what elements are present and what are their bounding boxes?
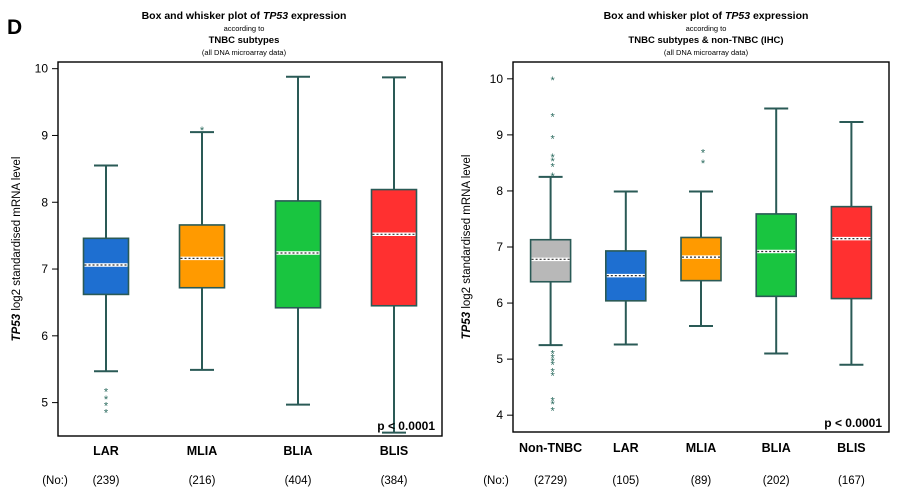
group-count: (2729) (534, 475, 567, 487)
y-tick-label: 5 (496, 352, 503, 366)
outlier-point: * (550, 370, 555, 382)
box-group-blia (755, 107, 798, 355)
outlier-point: * (104, 394, 109, 406)
chart-title-gene: TP53 (725, 10, 750, 22)
outlier-point: * (104, 401, 109, 413)
category-label: BLIS (380, 444, 408, 458)
y-tick-label: 9 (496, 128, 503, 142)
chart-note: (all DNA microarray data) (202, 48, 287, 57)
group-count: (105) (612, 475, 639, 487)
p-value-label: p < 0.0001 (377, 419, 435, 433)
y-axis-label: TP53 log2 standardised mRNA level (11, 157, 23, 342)
outlier-point: * (550, 134, 555, 146)
group-count: (384) (381, 475, 408, 487)
outlier-point: * (550, 111, 555, 123)
right-boxplot-panel: Box and whisker plot of TP53 expression a… (461, 10, 890, 487)
outlier-point: * (550, 360, 555, 372)
chart-title-gene: TP53 (263, 10, 288, 22)
chart-subtitle: TNBC subtypes & non-TNBC (IHC) (628, 35, 783, 46)
outlier-point: * (550, 356, 555, 368)
y-axis-label-text: log2 standardised mRNA level (11, 157, 23, 314)
box-group-blia (274, 75, 322, 406)
group-count: (404) (285, 475, 312, 487)
category-label: LAR (613, 441, 639, 455)
box-group-mlia: * (178, 125, 226, 371)
outlier-point: * (550, 366, 555, 378)
box-group-lar (604, 190, 647, 346)
y-tick-label: 8 (496, 184, 503, 198)
chart-title-prefix: Box and whisker plot of (604, 10, 725, 22)
y-tick-label: 7 (496, 240, 503, 254)
iqr-box (370, 188, 418, 307)
chart-note: (all DNA microarray data) (664, 48, 749, 57)
box-group-lar: **** (82, 164, 130, 419)
iqr-box (178, 224, 226, 289)
chart-title: Box and whisker plot of TP53 expression (604, 10, 809, 22)
chart-title-suffix: expression (750, 10, 808, 22)
chart-subtitle: TNBC subtypes (209, 35, 280, 46)
category-label: MLIA (686, 441, 717, 455)
chart-title-suffix: expression (288, 10, 346, 22)
category-label: MLIA (187, 444, 218, 458)
panel-label: D (7, 16, 22, 39)
box-group-mlia: ** (680, 148, 722, 328)
outlier-point: * (550, 399, 555, 411)
group-count: (89) (691, 475, 712, 487)
y-tick-label: 6 (496, 296, 503, 310)
outlier-point: * (550, 162, 555, 174)
according-to-label: according to (224, 24, 265, 33)
y-tick-label: 10 (490, 72, 504, 86)
y-tick-label: 9 (41, 128, 48, 142)
y-axis-label-text: log2 standardised mRNA level (461, 155, 473, 312)
outlier-point: * (550, 352, 555, 364)
y-tick-label: 6 (41, 329, 48, 343)
group-count: (239) (93, 475, 120, 487)
y-tick-label: 8 (41, 195, 48, 209)
outlier-point: * (200, 125, 205, 137)
outlier-point: * (550, 171, 555, 183)
y-tick-label: 7 (41, 262, 48, 276)
group-count: (167) (838, 475, 865, 487)
y-tick-label: 10 (35, 62, 49, 76)
y-tick-label: 5 (41, 396, 48, 410)
box-group-blis (830, 120, 873, 366)
category-label: BLIA (283, 444, 312, 458)
box-group-non-tnbc: **************** (529, 75, 572, 418)
category-label: BLIS (837, 441, 865, 455)
p-value-label: p < 0.0001 (824, 416, 882, 430)
count-prefix: (No:) (483, 475, 509, 487)
category-label: Non-TNBC (519, 441, 582, 455)
y-tick-label: 4 (496, 408, 503, 422)
according-to-label: according to (686, 24, 727, 33)
iqr-box (755, 213, 798, 298)
y-axis-label-gene: TP53 (461, 311, 473, 339)
chart-title-prefix: Box and whisker plot of (142, 10, 263, 22)
outlier-point: * (550, 348, 555, 360)
outlier-point: * (550, 75, 555, 87)
outlier-point: * (550, 406, 555, 418)
count-prefix: (No:) (42, 475, 68, 487)
y-axis-label-gene: TP53 (11, 313, 23, 341)
outlier-point: * (104, 407, 109, 419)
outlier-point: * (104, 387, 109, 399)
category-label: BLIA (762, 441, 791, 455)
category-label: LAR (93, 444, 119, 458)
group-count: (202) (763, 475, 790, 487)
y-axis-label: TP53 log2 standardised mRNA level (461, 155, 473, 340)
outlier-point: * (550, 156, 555, 168)
left-boxplot-panel: Box and whisker plot of TP53 expression a… (11, 10, 443, 487)
group-count: (216) (189, 475, 216, 487)
box-group-blis (370, 76, 418, 434)
iqr-box (830, 205, 873, 300)
chart-title: Box and whisker plot of TP53 expression (142, 10, 347, 22)
outlier-point: * (550, 395, 555, 407)
outlier-point: * (550, 152, 555, 164)
outlier-point: * (701, 158, 706, 170)
iqr-box (680, 236, 722, 282)
outlier-point: * (701, 148, 706, 160)
